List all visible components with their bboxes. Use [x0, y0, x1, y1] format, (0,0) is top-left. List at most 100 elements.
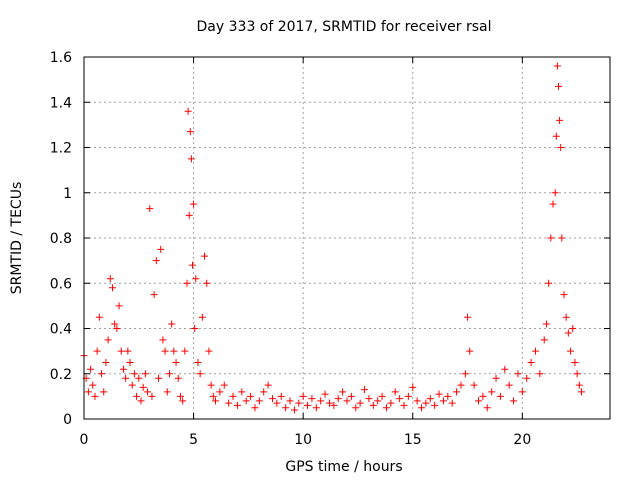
data-point: [304, 401, 312, 409]
data-point: [277, 392, 285, 400]
data-point: [152, 257, 160, 265]
data-point: [573, 370, 581, 378]
data-point: [184, 107, 192, 115]
y-tick-label: 1.6: [50, 50, 72, 66]
data-point: [552, 132, 560, 140]
data-point: [207, 381, 215, 389]
data-point: [247, 392, 255, 400]
data-point: [196, 370, 204, 378]
data-point: [122, 374, 130, 382]
data-point: [146, 205, 154, 213]
data-point: [148, 392, 156, 400]
data-point: [205, 347, 213, 355]
data-point: [286, 397, 294, 405]
data-point: [141, 370, 149, 378]
data-point: [483, 404, 491, 412]
data-point: [191, 325, 199, 332]
data-point: [108, 284, 116, 292]
data-point: [567, 347, 575, 355]
chart-title: Day 333 of 2017, SRMTID for receiver rsa…: [197, 19, 492, 35]
data-point: [347, 392, 355, 400]
data-point: [225, 399, 233, 407]
data-point: [251, 404, 259, 412]
y-tick-label: 0.6: [50, 276, 72, 292]
data-point: [95, 313, 103, 321]
data-point: [387, 399, 395, 407]
y-tick-label: 0: [63, 412, 72, 428]
data-point: [268, 395, 276, 403]
data-point: [488, 388, 496, 396]
data-point: [183, 279, 191, 287]
data-point: [531, 347, 539, 355]
data-point: [194, 358, 202, 366]
data-point: [181, 347, 189, 355]
data-point: [523, 374, 531, 382]
y-tick-label: 1.2: [50, 141, 72, 157]
data-point: [549, 200, 557, 208]
data-point: [578, 388, 586, 396]
data-point: [229, 392, 237, 400]
x-tick-label: 20: [513, 432, 531, 448]
data-point: [113, 325, 121, 332]
data-point: [505, 381, 513, 389]
data-points: [80, 62, 586, 414]
data-point: [334, 395, 342, 403]
data-point: [560, 291, 568, 299]
y-axis-label: SRMTID / TECUs: [9, 182, 25, 295]
data-point: [439, 397, 447, 405]
data-point: [102, 358, 110, 366]
data-point: [479, 392, 487, 400]
data-point: [84, 388, 92, 396]
data-point: [295, 399, 303, 407]
data-point: [404, 392, 412, 400]
data-point: [321, 390, 329, 398]
data-point: [466, 347, 474, 355]
data-point: [185, 211, 193, 219]
data-point: [444, 392, 452, 400]
data-point: [558, 234, 566, 242]
data-point: [453, 388, 461, 396]
data-point: [130, 370, 138, 378]
x-axis-label: GPS time / hours: [285, 459, 402, 475]
data-point: [426, 395, 434, 403]
y-tick-label: 0.8: [50, 231, 72, 247]
data-point: [176, 392, 184, 400]
data-point: [188, 261, 196, 269]
data-point: [557, 144, 565, 151]
data-point: [369, 401, 377, 409]
data-point: [361, 386, 369, 394]
data-point: [260, 388, 268, 396]
data-point: [203, 279, 211, 287]
data-point: [464, 313, 472, 321]
data-point: [431, 401, 439, 409]
data-point: [527, 358, 535, 366]
data-point: [233, 401, 241, 409]
data-point: [514, 370, 522, 378]
axis-ticks: 0 5 10 15 20 0 0.2 0.4 0.6 0.8 1 1.2 1.4 1.6: [50, 50, 610, 448]
data-point: [264, 381, 272, 389]
data-point: [98, 370, 106, 378]
data-point: [475, 397, 482, 405]
data-point: [325, 399, 333, 407]
x-tick-label: 5: [189, 432, 198, 448]
data-point: [104, 336, 112, 344]
data-point: [93, 347, 101, 355]
x-tick-label: 15: [404, 432, 422, 448]
data-point: [255, 397, 263, 405]
data-point: [299, 392, 307, 400]
data-point: [159, 336, 167, 344]
data-point: [317, 397, 325, 405]
data-point: [545, 279, 553, 287]
data-point: [273, 399, 281, 407]
data-point: [571, 358, 579, 366]
data-point: [100, 388, 108, 396]
data-point: [374, 397, 382, 405]
data-point: [106, 275, 114, 283]
grid: [84, 57, 610, 419]
data-point: [163, 388, 171, 396]
data-point: [220, 381, 228, 389]
data-point: [382, 404, 390, 412]
data-point: [133, 392, 141, 400]
data-point: [290, 406, 298, 414]
